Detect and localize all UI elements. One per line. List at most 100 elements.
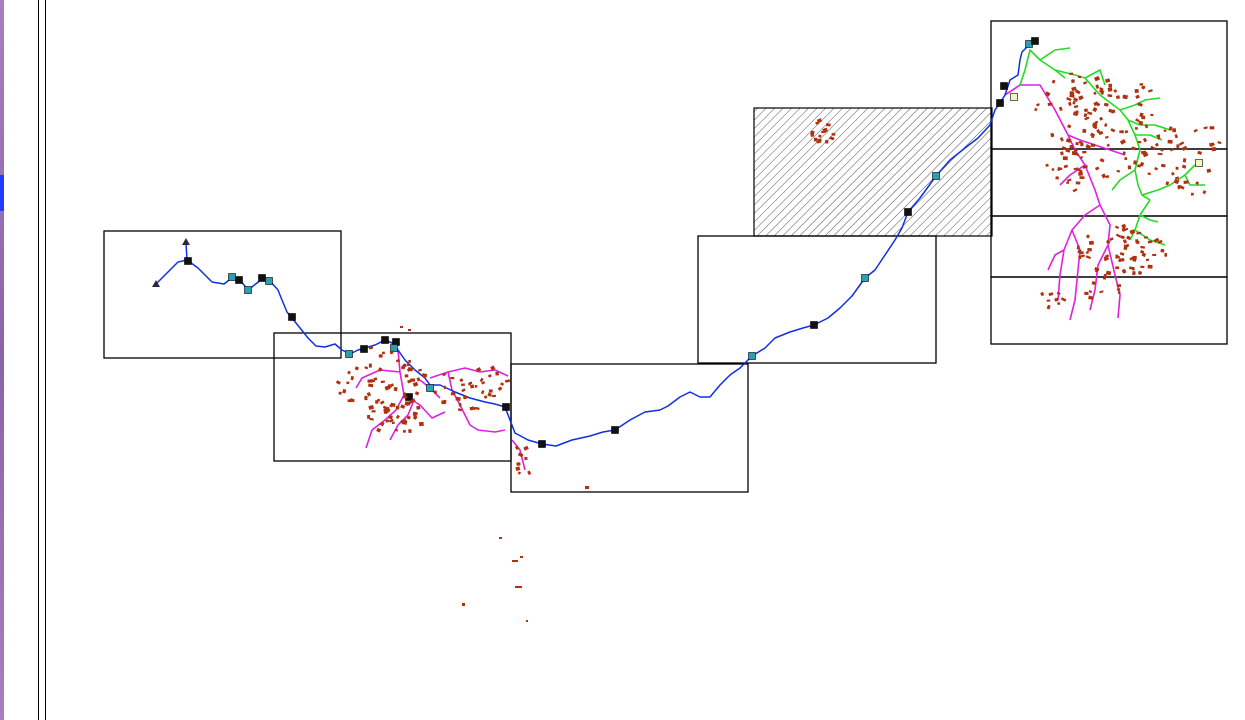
square-node-icon[interactable] — [1000, 82, 1008, 90]
square-node-icon[interactable] — [426, 384, 434, 392]
building — [347, 399, 351, 403]
building — [1141, 115, 1146, 120]
building — [1095, 166, 1100, 171]
square-node-icon[interactable] — [502, 403, 510, 411]
square-node-icon[interactable] — [360, 345, 368, 353]
building — [1078, 95, 1084, 101]
building — [495, 371, 499, 376]
building — [1145, 258, 1150, 262]
map-tile[interactable] — [990, 148, 1228, 217]
building — [1060, 297, 1067, 302]
square-node-icon[interactable] — [345, 350, 353, 358]
building — [335, 380, 341, 385]
building — [1069, 144, 1074, 149]
building — [376, 398, 381, 402]
hatched-map-tile[interactable] — [753, 107, 993, 237]
building — [1088, 295, 1094, 301]
square-node-icon[interactable] — [265, 277, 273, 285]
building — [821, 130, 826, 133]
building — [1150, 145, 1156, 150]
square-node-icon[interactable] — [538, 440, 546, 448]
building — [1082, 81, 1088, 85]
square-node-icon[interactable] — [810, 321, 818, 329]
building — [368, 404, 375, 410]
square-node-icon[interactable] — [904, 208, 912, 216]
building — [1137, 270, 1143, 275]
map-tile[interactable] — [697, 235, 937, 364]
building — [1058, 106, 1063, 112]
map-tile[interactable] — [510, 363, 749, 493]
building — [1181, 164, 1187, 169]
square-node-icon[interactable] — [258, 274, 266, 282]
square-node-icon[interactable] — [996, 99, 1004, 107]
building — [1087, 247, 1092, 252]
building — [1122, 151, 1126, 155]
triangle-marker-icon[interactable] — [152, 280, 160, 287]
building — [1122, 94, 1128, 100]
square-node-icon[interactable] — [184, 257, 192, 265]
building — [1045, 163, 1049, 167]
building — [408, 329, 411, 331]
square-node-icon[interactable] — [861, 274, 869, 282]
building — [585, 486, 589, 489]
building — [404, 374, 409, 378]
triangle-marker-icon[interactable] — [182, 238, 190, 245]
square-node-icon[interactable] — [748, 352, 756, 360]
building — [524, 456, 528, 461]
building — [480, 390, 485, 395]
building — [1136, 231, 1142, 235]
square-node-icon[interactable] — [1010, 93, 1018, 101]
building — [810, 130, 815, 136]
square-node-icon[interactable] — [381, 336, 389, 344]
square-node-icon[interactable] — [1195, 159, 1203, 167]
river-nodes — [184, 37, 1203, 448]
building — [1129, 229, 1136, 235]
building — [1144, 124, 1149, 129]
building — [1183, 180, 1189, 184]
square-node-icon[interactable] — [244, 286, 252, 294]
building — [1109, 237, 1114, 241]
square-node-icon[interactable] — [390, 344, 398, 352]
building — [1065, 148, 1071, 153]
building — [450, 376, 455, 380]
building — [517, 452, 524, 458]
map-tile[interactable] — [103, 230, 342, 359]
building — [1084, 291, 1089, 295]
building — [1171, 172, 1175, 176]
building — [1126, 235, 1131, 241]
square-node-icon[interactable] — [288, 313, 296, 321]
square-node-icon[interactable] — [235, 276, 243, 284]
building — [1086, 234, 1090, 239]
building — [1141, 252, 1147, 258]
building — [1175, 166, 1179, 170]
building — [375, 400, 379, 404]
building — [395, 405, 400, 410]
building — [1069, 94, 1075, 98]
square-node-icon[interactable] — [611, 426, 619, 434]
building — [1091, 134, 1095, 139]
building — [1121, 268, 1127, 274]
building — [1048, 292, 1054, 297]
building — [1105, 174, 1110, 179]
map-tile-grid — [103, 20, 1228, 493]
building — [1132, 258, 1137, 262]
building — [1069, 91, 1075, 96]
square-node-icon[interactable] — [932, 172, 940, 180]
building — [1122, 239, 1128, 244]
building — [462, 603, 465, 606]
building — [1040, 291, 1045, 297]
square-node-icon[interactable] — [1031, 37, 1039, 45]
building — [1106, 143, 1110, 147]
building — [1134, 127, 1138, 130]
map-tile[interactable] — [990, 276, 1228, 345]
building — [520, 556, 523, 558]
square-node-icon[interactable] — [228, 273, 236, 281]
building — [1107, 87, 1113, 92]
building — [368, 383, 374, 388]
building — [1061, 146, 1066, 150]
building — [475, 406, 480, 411]
building — [388, 418, 394, 423]
building — [418, 421, 424, 427]
building — [516, 462, 521, 466]
